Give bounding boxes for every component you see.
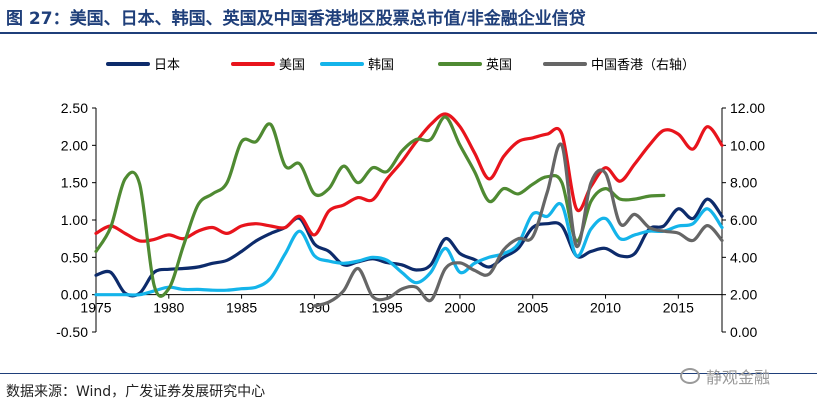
y2-tick-label: 6.00 [730,212,757,228]
legend-label-3: 韩国 [368,58,394,73]
wechat-icon [680,368,700,384]
x-tick-label: 1975 [80,300,111,316]
y2-tick-label: 2.00 [730,287,757,303]
x-tick-label: 2005 [517,300,548,316]
y-tick-label: 2.00 [61,137,88,153]
y-tick-label: 0.50 [61,249,88,265]
title-divider [0,32,817,34]
y2-tick-label: 12.00 [730,100,765,116]
x-tick-label: 2010 [590,300,621,316]
x-tick-label: 2000 [444,300,475,316]
x-tick-label: 1980 [153,300,184,316]
series-line-1 [94,197,724,298]
y2-tick-label: 10.00 [730,137,765,153]
footer-divider [0,373,817,374]
series-line-5 [312,142,724,308]
y2-tick-label: 4.00 [730,249,757,265]
series-line-4 [94,115,666,298]
x-tick-label: 1995 [372,300,403,316]
line-chart: 日本 美国 韩国 英国 中国香港（右轴） -0.50 0.00 0.50 1.00 1.50 2.… [56,58,765,340]
y-tick-label: 0.00 [61,287,88,303]
x-tick-label: 1985 [226,300,257,316]
x-tick-label: 2015 [663,300,694,316]
series-line-2 [94,112,724,243]
y-tick-label: -0.50 [56,324,88,340]
legend-label-5: 中国香港（右轴） [591,58,695,73]
legend-label-4: 英国 [486,58,512,73]
y-tick-label: 1.50 [61,175,88,191]
y-tick-label: 1.00 [61,212,88,228]
legend: 日本 美国 韩国 英国 中国香港（右轴） [106,58,695,73]
chart-title: 图 27：美国、日本、韩国、英国及中国香港地区股票总市值/非金融企业信贷 [6,9,586,29]
series-line-3 [94,202,724,297]
legend-label-2: 美国 [279,58,305,73]
y-tick-label: 2.50 [61,100,88,116]
source-note: 数据来源：Wind，广发证券发展研究中心 [6,384,266,400]
watermark: 静观金融 [680,364,770,388]
plot-area: -0.50 0.00 0.50 1.00 1.50 2.00 2.50 0.00 2.00 4.0… [56,100,765,340]
watermark-text: 静观金融 [706,368,771,387]
legend-label-1: 日本 [154,58,180,73]
y2-tick-label: 8.00 [730,175,757,191]
y2-tick-label: 0.00 [730,324,757,340]
